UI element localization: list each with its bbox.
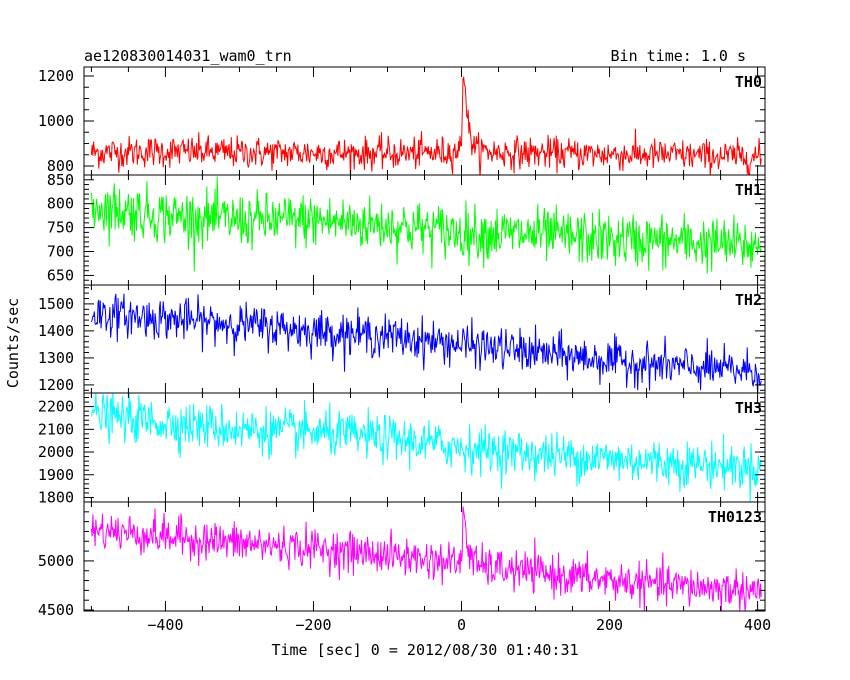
y-tick-label: 1000 bbox=[38, 112, 74, 130]
x-axis-label: Time [sec] 0 = 2012/08/30 01:40:31 bbox=[271, 641, 578, 659]
x-tick-label: −400 bbox=[147, 616, 183, 634]
y-tick-label: 750 bbox=[47, 219, 74, 237]
lightcurve-th2 bbox=[90, 293, 762, 393]
y-tick-label: 1200 bbox=[38, 376, 74, 394]
y-tick-label: 1500 bbox=[38, 295, 74, 313]
y-tick-label: 1400 bbox=[38, 322, 74, 340]
y-tick-label: 2100 bbox=[38, 420, 74, 438]
y-tick-label: 850 bbox=[47, 171, 74, 189]
y-tick-label: 1800 bbox=[38, 488, 74, 506]
x-tick-label: 200 bbox=[596, 616, 623, 634]
panel-label-th3: TH3 bbox=[735, 399, 762, 417]
y-tick-label: 5000 bbox=[38, 552, 74, 570]
lightcurve-th1 bbox=[90, 176, 762, 274]
panel-label-th0123: TH0123 bbox=[708, 508, 762, 526]
x-tick-label: 0 bbox=[457, 616, 466, 634]
bin-time-label: Bin time: 1.0 s bbox=[611, 47, 746, 65]
y-tick-label: 800 bbox=[47, 195, 74, 213]
y-tick-label: 650 bbox=[47, 266, 74, 284]
y-tick-label: 700 bbox=[47, 243, 74, 261]
y-tick-label: 2200 bbox=[38, 398, 74, 416]
y-tick-label: 2000 bbox=[38, 443, 74, 461]
y-axis-label: Counts/sec bbox=[4, 298, 22, 388]
panel-label-th1: TH1 bbox=[735, 181, 762, 199]
y-tick-label: 1900 bbox=[38, 466, 74, 484]
lightcurve-th0 bbox=[90, 75, 762, 175]
panel-label-th2: TH2 bbox=[735, 291, 762, 309]
panel-frame-th0 bbox=[83, 66, 766, 176]
chart-title: ae120830014031_wam0_trn bbox=[84, 47, 292, 65]
y-tick-label: 1200 bbox=[38, 67, 74, 85]
y-tick-label: 1300 bbox=[38, 349, 74, 367]
x-tick-label: −200 bbox=[295, 616, 331, 634]
lightcurve-th3 bbox=[90, 393, 762, 502]
x-tick-label: 400 bbox=[744, 616, 771, 634]
y-tick-label: 800 bbox=[47, 157, 74, 175]
panel-label-th0: TH0 bbox=[735, 73, 762, 91]
y-tick-label: 4500 bbox=[38, 601, 74, 619]
lightcurve-th0123 bbox=[90, 506, 762, 611]
